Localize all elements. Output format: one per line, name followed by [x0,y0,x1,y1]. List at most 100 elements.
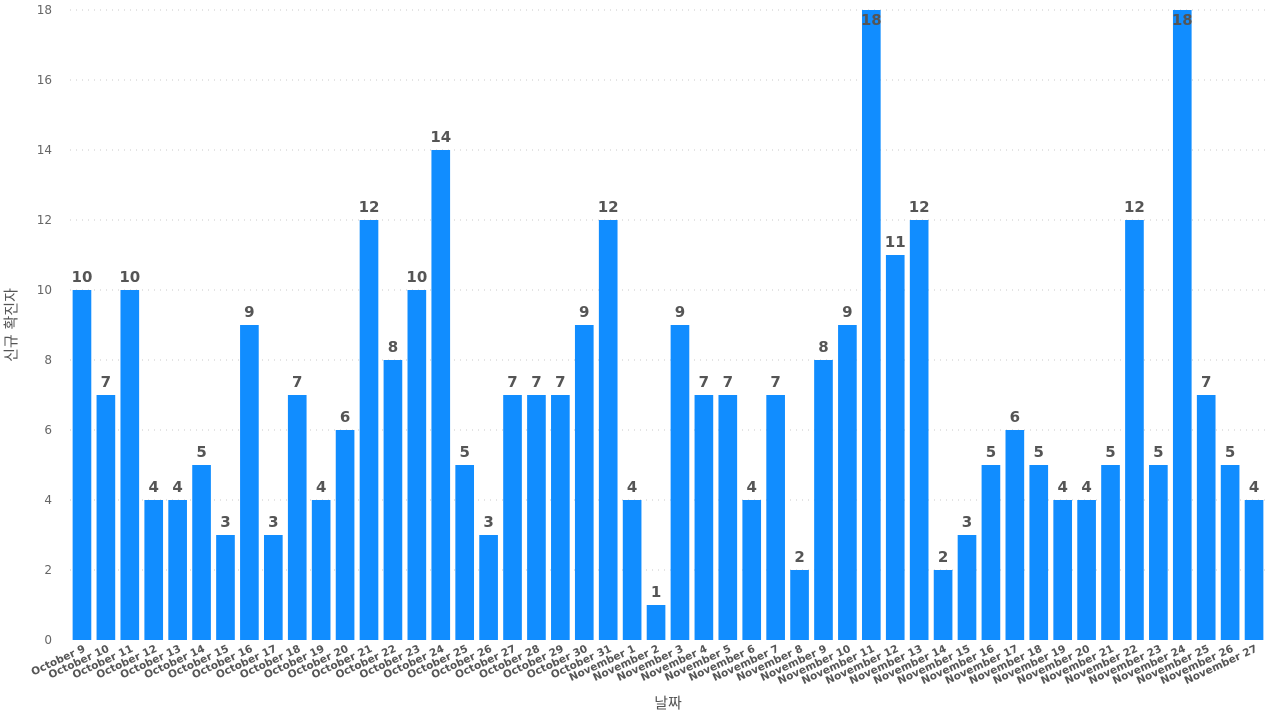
bar [407,290,427,640]
bar-value-label: 3 [220,513,230,531]
bar-value-label: 5 [1153,443,1163,461]
bar [933,570,953,640]
bar-value-label: 9 [675,303,685,321]
y-tick-label: 4 [44,493,52,507]
bar-value-label: 12 [1124,198,1145,216]
bar-value-label: 8 [818,338,828,356]
bar-value-label: 9 [579,303,589,321]
bar-value-label: 4 [316,478,326,496]
bar [1220,465,1240,640]
bar-value-label: 14 [430,128,451,146]
bar [359,220,379,640]
bar [1172,10,1192,640]
bar [527,395,546,640]
bar [670,325,690,640]
bar-value-label: 4 [1249,478,1259,496]
bar-value-label: 7 [507,373,517,391]
bar-value-label: 9 [842,303,852,321]
bar-value-label: 5 [1105,443,1115,461]
bar-value-label: 12 [909,198,930,216]
bar [503,395,522,640]
bar [1053,500,1073,640]
bar [455,465,475,640]
bar-value-label: 1 [651,583,661,601]
bar [885,255,905,640]
bar [72,290,92,640]
y-tick-label: 12 [37,213,52,227]
bar-value-label: 5 [196,443,206,461]
y-tick-label: 16 [37,73,52,87]
bar [694,395,714,640]
bar [335,430,355,640]
bar [598,220,618,640]
y-tick-label: 2 [44,563,52,577]
bar-value-label: 10 [72,268,93,286]
bar [168,500,187,640]
bar-value-label: 18 [861,11,882,29]
bar-value-label: 5 [1225,443,1235,461]
bar-value-label: 5 [459,443,469,461]
bar [431,150,451,640]
y-axis-ticks: 0 2 4 6 8 10 12 14 16 18 [37,3,52,647]
bar-value-label: 7 [770,373,780,391]
bar [311,500,331,640]
bar [1125,220,1144,640]
bar [861,10,881,640]
bar [957,535,977,640]
bar [622,500,642,640]
bar-value-label: 7 [555,373,565,391]
bar-value-label: 4 [149,478,159,496]
bar-value-label: 7 [723,373,733,391]
x-axis-title: 날짜 [654,694,682,712]
bar [1149,465,1168,640]
bar-value-label: 7 [292,373,302,391]
bar [766,395,785,640]
bar-value-label: 8 [388,338,398,356]
bar-value-label: 9 [244,303,254,321]
bar-value-label: 10 [119,268,140,286]
bar [287,395,307,640]
bar-value-label: 18 [1172,11,1193,29]
bar [1005,430,1025,640]
bars [72,10,1264,640]
bar [216,535,235,640]
bar [1196,395,1216,640]
bar [479,535,498,640]
bar [574,325,594,640]
bar-value-label: 10 [406,268,427,286]
y-tick-label: 14 [37,143,52,157]
y-axis-title: 신규 확진자 [2,288,20,362]
y-tick-label: 0 [44,633,52,647]
bar [718,395,738,640]
bar-value-label: 3 [962,513,972,531]
bar [120,290,140,640]
bar [1244,500,1264,640]
bar [1077,500,1096,640]
bar-value-label: 6 [340,408,350,426]
bar-value-label: 11 [885,233,906,251]
bar-value-label: 2 [938,548,948,566]
y-tick-label: 6 [44,423,52,437]
y-tick-label: 8 [44,353,52,367]
y-tick-label: 10 [37,283,52,297]
bar-value-label: 3 [483,513,493,531]
bar [909,220,929,640]
bar-value-label: 3 [268,513,278,531]
bar [551,395,570,640]
bar-value-label: 5 [986,443,996,461]
y-tick-label: 18 [37,3,52,17]
bar-value-label: 12 [598,198,619,216]
bar [96,395,116,640]
bar [742,500,762,640]
bar [814,360,833,640]
bar-value-label: 12 [359,198,380,216]
bar [192,465,211,640]
bar [790,570,809,640]
bar [646,605,666,640]
bar [1029,465,1049,640]
bar-value-label: 2 [794,548,804,566]
bar-value-label: 7 [1201,373,1211,391]
